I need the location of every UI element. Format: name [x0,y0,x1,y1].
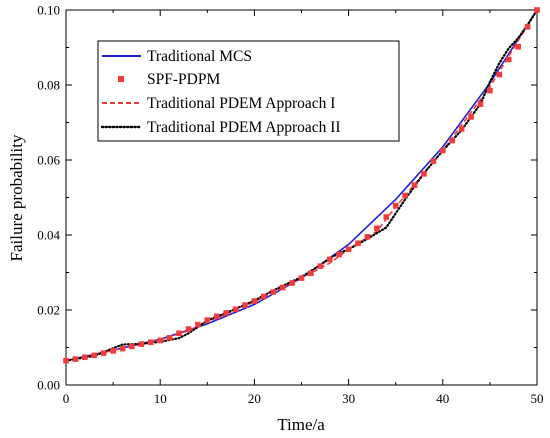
series-spf-pdpm [63,7,540,364]
legend-box [97,40,400,142]
y-tick-label: 0.00 [37,378,60,393]
data-point [326,256,333,263]
data-point [147,339,154,346]
x-tick-label: 50 [531,391,544,406]
legend: Traditional MCS SPF-PDPM Traditional PDE… [97,40,400,142]
y-tick-label: 0.08 [37,78,60,93]
data-point [138,341,145,347]
legend-label-spf-pdpm: SPF-PDPM [147,71,220,88]
data-point [185,326,192,332]
data-point [430,158,437,164]
series-line-traditional-pdem-approach-ii [64,8,539,362]
data-point [411,182,418,188]
data-point [91,352,98,359]
data-point [477,101,484,107]
data-point [166,334,173,341]
x-tick-label: 0 [63,391,70,406]
data-point [355,240,361,247]
data-point [72,356,79,362]
x-tick-label: 30 [342,391,355,406]
data-point [242,302,248,308]
data-point [100,350,107,356]
data-point [534,7,540,13]
data-point [449,137,456,144]
data-point [279,284,286,291]
data-point [270,289,277,295]
legend-label-traditional-mcs: Traditional MCS [147,48,252,65]
data-point [496,71,503,78]
data-point [383,214,390,220]
y-tick-label: 0.02 [37,303,60,318]
x-axis-title: Time/a [277,415,325,434]
data-point [110,348,116,354]
legend-label-pdem-approach-i: Traditional PDEM Approach I [147,95,335,112]
data-point [195,321,201,328]
data-point [251,298,258,304]
data-point [308,270,314,277]
series-line-traditional-pdem-approach-i [65,9,538,362]
data-point [345,246,352,253]
data-point [63,357,69,364]
x-tick-label: 10 [154,391,167,406]
data-point [515,43,521,50]
data-point [232,306,239,313]
series-layer [63,7,540,364]
data-point [298,275,305,281]
data-point [468,114,474,120]
data-point [261,293,267,300]
data-point [213,313,220,320]
data-point [458,126,465,132]
data-point [176,330,182,337]
data-point [364,234,371,240]
data-point [402,192,408,199]
data-point [374,225,380,232]
y-tick-label: 0.10 [37,3,60,18]
data-point [421,171,427,177]
data-point [119,345,126,352]
data-point [392,202,399,209]
data-point [129,343,135,350]
data-point [223,310,229,316]
data-point [336,251,342,258]
x-tick-label: 40 [436,391,449,406]
data-point [204,317,211,323]
data-point [289,280,295,286]
legend-label-pdem-approach-ii: Traditional PDEM Approach II [147,119,341,136]
data-point [440,147,446,154]
y-tick-label: 0.04 [37,228,60,243]
data-point [524,24,531,30]
y-tick-label: 0.06 [37,153,60,168]
data-point [505,56,512,63]
y-axis-title: Failure probability [7,134,26,262]
data-point [157,337,163,344]
legend-swatch-spf-pdpm [118,76,124,82]
data-point [487,87,493,94]
data-point [317,263,324,269]
tick-labels: 0 10 20 30 40 50 0.00 0.02 0.04 0.06 0.08 0.10 [37,3,543,407]
data-point [82,354,88,361]
x-tick-label: 20 [248,391,261,406]
